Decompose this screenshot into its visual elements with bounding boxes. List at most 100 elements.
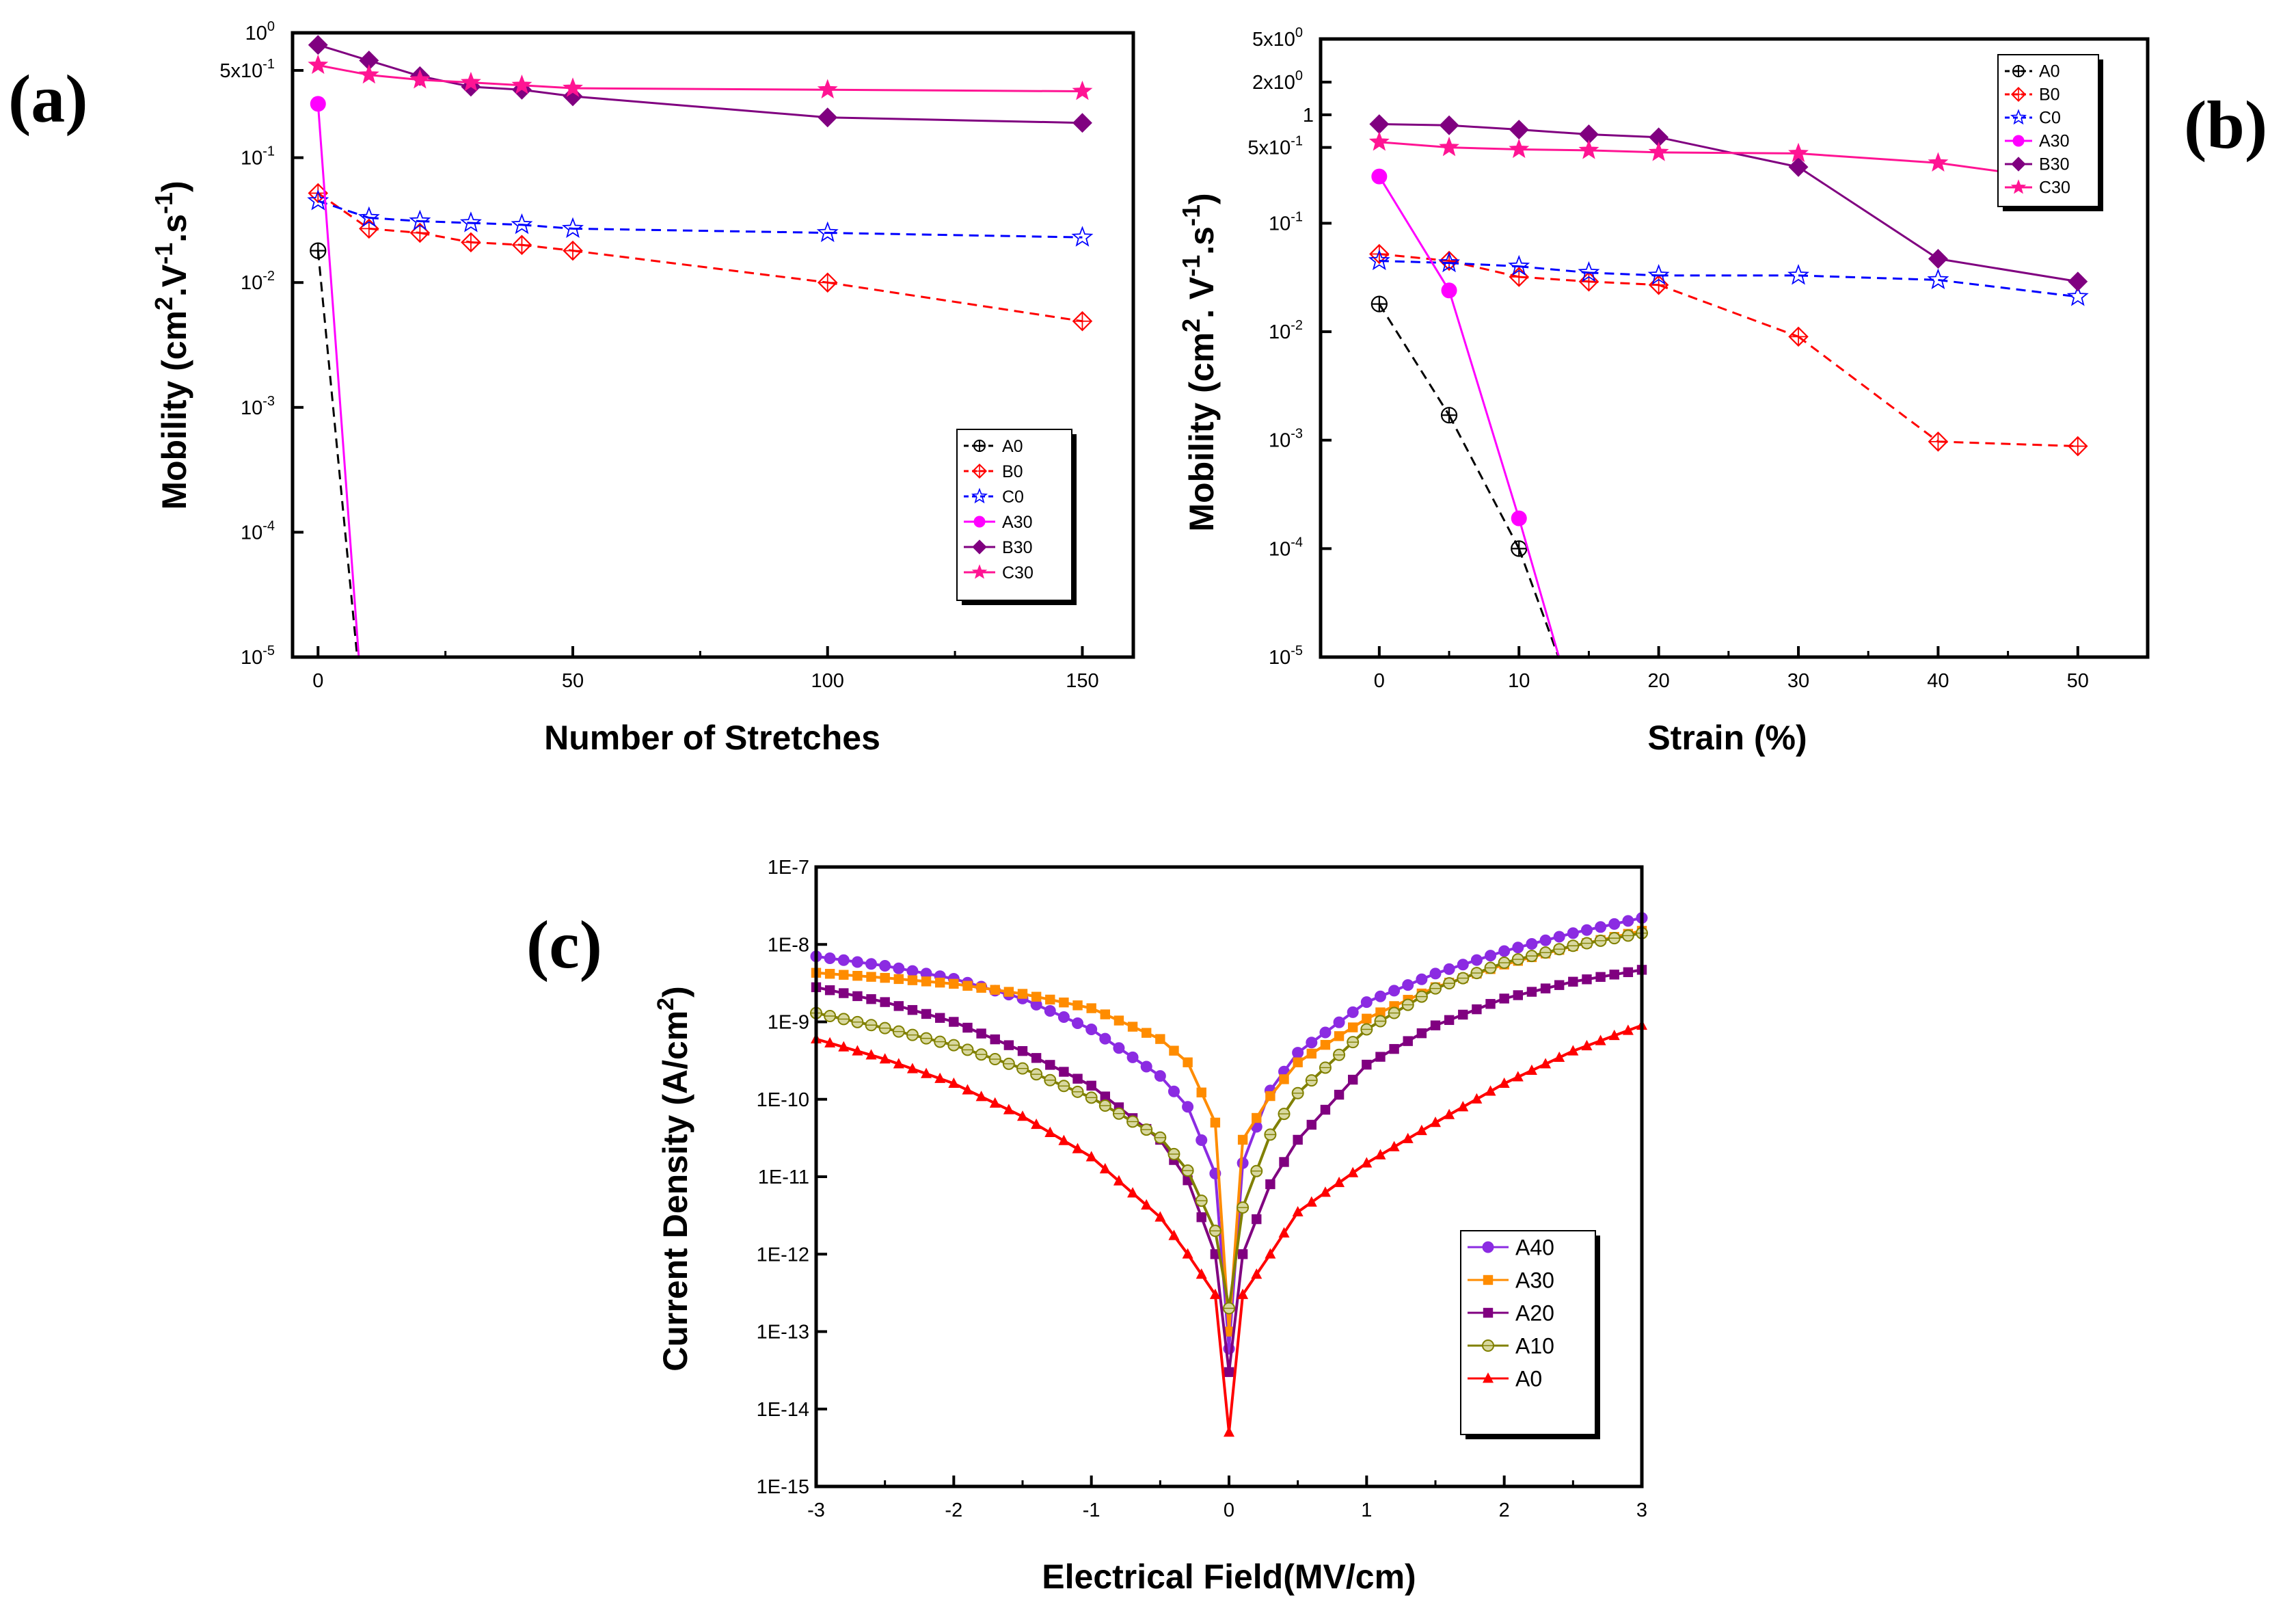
data-point-c-A30-13 [990, 985, 1000, 995]
data-point-c-A20-4 [866, 994, 876, 1004]
data-point-a-B0-6-cross [818, 273, 837, 292]
data-point-c-A20-6 [893, 1001, 904, 1011]
data-point-a-C0-1 [357, 206, 380, 228]
data-point-c-A30-20 [1086, 1003, 1096, 1013]
data-point-c-A40-23 [1126, 1051, 1139, 1063]
data-point-c-A0-30 [1224, 1426, 1234, 1437]
y-axis-title-a-sup3: -1 [150, 192, 178, 214]
data-point-c-A40-4 [865, 958, 878, 970]
legend-label-c-A0: A0 [1515, 1367, 1542, 1391]
legend-marker-a-B30 [972, 539, 987, 555]
y-tick-label-a-3: 10-2 [241, 269, 275, 294]
y-axis-title-c-part2: ) [656, 986, 694, 998]
legend-label-a-A0: A0 [1002, 437, 1023, 456]
data-point-c-A40-39 [1347, 1006, 1359, 1018]
data-point-c-A0-34 [1278, 1227, 1290, 1238]
data-point-c-A20-48 [1472, 1004, 1482, 1015]
x-tick-label-b-2: 20 [1647, 670, 1669, 692]
y-axis-title-a-sup2: -1 [150, 243, 178, 265]
data-point-c-A30-15 [1017, 989, 1028, 999]
series-b-A0 [1370, 295, 1560, 658]
series-line-c-A40 [815, 916, 1643, 1349]
data-point-c-A30-18 [1059, 997, 1069, 1008]
y-tick-label-c-3: 1E-10 [757, 1089, 809, 1111]
data-point-c-A30-22 [1113, 1015, 1124, 1026]
data-point-c-A20-59 [1623, 967, 1634, 978]
y-axis-title-b-sup3: -1 [1177, 204, 1205, 226]
data-point-c-A40-2 [837, 954, 850, 966]
data-point-c-A30-27 [1183, 1057, 1193, 1067]
series-line-a-A0 [316, 250, 359, 658]
data-point-c-A0-57 [1595, 1035, 1606, 1045]
data-point-c-A20-53 [1540, 983, 1551, 993]
data-point-c-A0-35 [1292, 1205, 1304, 1217]
data-point-a-B0-5-cross [563, 241, 582, 260]
data-point-c-A0-44 [1416, 1124, 1427, 1136]
data-point-a-B0-7-cross [1073, 312, 1092, 330]
series-line-a-C0 [317, 200, 1083, 239]
series-a-C30 [308, 54, 1093, 101]
legend-box-b [1997, 54, 2099, 207]
legend-label-b-A0: A0 [2039, 62, 2060, 81]
data-point-c-A0-46 [1444, 1108, 1455, 1119]
y-tick-label-b-4: 10-1 [1269, 209, 1303, 235]
data-point-c-A0-12 [975, 1091, 987, 1102]
data-point-c-A40-46 [1443, 963, 1455, 975]
data-point-c-A40-6 [893, 962, 905, 974]
data-point-a-B30-7 [1072, 113, 1092, 133]
data-point-c-A0-52 [1526, 1064, 1537, 1076]
y-axis-title-b-part2: . V [1183, 276, 1221, 319]
y-axis-title-a-sup1: 2 [150, 297, 178, 310]
data-point-c-A0-13 [989, 1097, 1001, 1108]
legend-label-c-A10: A10 [1515, 1334, 1554, 1359]
data-point-c-A40-20 [1085, 1023, 1098, 1035]
data-point-b-C30-0 [1368, 131, 1390, 151]
data-point-b-C30-2 [1509, 138, 1530, 159]
y-tick-label-b-5: 10-2 [1269, 318, 1303, 343]
data-point-c-A0-11 [962, 1084, 973, 1095]
y-axis-title-a-part2: .V [155, 264, 193, 297]
legend-marker-b-B0-cross [2012, 88, 2025, 101]
data-point-b-C30-1 [1439, 136, 1459, 157]
y-tick-label-c-8: 1E-15 [757, 1476, 809, 1498]
data-point-b-C0-2 [1508, 254, 1530, 276]
legend-marker-a-A30 [973, 516, 986, 528]
data-point-c-A0-19 [1072, 1143, 1083, 1153]
series-b-B0 [1369, 243, 2088, 457]
data-point-c-A30-28 [1196, 1087, 1206, 1097]
data-point-c-A30-2 [839, 970, 849, 980]
data-point-b-C0-7 [2066, 285, 2089, 306]
data-point-c-A20-15 [1017, 1045, 1028, 1056]
data-point-c-A40-47 [1457, 959, 1469, 971]
series-a-A0 [310, 242, 359, 658]
data-point-c-A0-22 [1113, 1175, 1124, 1186]
data-point-a-C30-4 [511, 75, 532, 94]
x-tick-label-c-4: 1 [1361, 1499, 1372, 1521]
legend-box-c [1460, 1230, 1596, 1435]
data-point-c-A0-58 [1608, 1029, 1620, 1041]
data-point-c-A40-59 [1622, 915, 1634, 927]
data-point-c-A30-29 [1210, 1117, 1221, 1128]
data-point-c-A0-26 [1168, 1229, 1180, 1240]
data-point-a-C30-7 [1072, 80, 1093, 101]
data-point-c-A30-35 [1293, 1057, 1303, 1067]
data-point-c-A20-55 [1568, 976, 1578, 987]
legend-label-b-C30: C30 [2039, 178, 2070, 197]
data-point-c-A0-50 [1498, 1077, 1510, 1089]
data-point-c-A0-36 [1306, 1196, 1317, 1207]
data-point-a-B0-1-cross [360, 219, 379, 238]
data-point-c-A30-24 [1142, 1028, 1152, 1038]
legend-label-c-A20: A20 [1515, 1301, 1554, 1326]
data-point-a-C30-3 [460, 71, 481, 92]
data-point-c-A20-45 [1430, 1020, 1441, 1030]
y-tick-label-a-5: 10-4 [241, 518, 275, 544]
series-line-b-C30 [1379, 141, 2079, 183]
data-point-c-A40-52 [1526, 937, 1538, 950]
y-tick-label-c-0: 1E-7 [768, 857, 809, 879]
panel-a: (a) 0 50 100 150 100 5x10-1 10-1 10-2 10-3 10-4 10… [8, 19, 1135, 757]
data-point-c-A0-4 [865, 1049, 877, 1060]
data-point-c-A20-54 [1554, 980, 1565, 990]
x-tick-label-c-3: 0 [1224, 1499, 1234, 1521]
legend-c: A40 A30 A20 A10 A0 [1460, 1230, 1600, 1439]
